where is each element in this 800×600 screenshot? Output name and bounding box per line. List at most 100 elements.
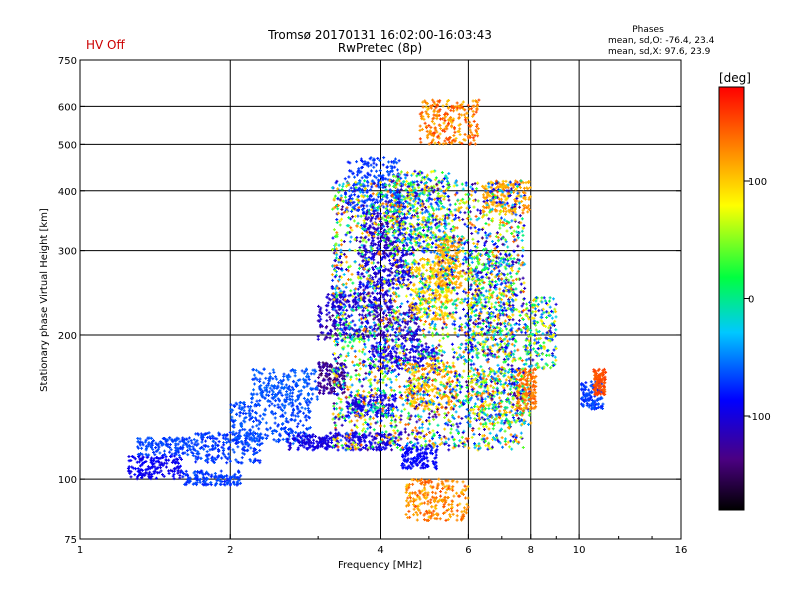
scatter-point bbox=[271, 368, 275, 372]
scatter-point bbox=[157, 457, 161, 461]
scatter-point bbox=[174, 442, 178, 446]
scatter-point bbox=[164, 440, 168, 444]
scatter-point bbox=[246, 405, 250, 409]
scatter-point bbox=[257, 419, 261, 423]
scatter-point bbox=[178, 474, 182, 478]
scatter-point bbox=[266, 399, 270, 403]
scatter-point bbox=[255, 418, 259, 422]
scatter-point bbox=[222, 475, 226, 479]
scatter-point bbox=[154, 476, 158, 480]
scatter-point bbox=[273, 429, 277, 433]
scatter-point bbox=[326, 382, 330, 386]
scatter-point bbox=[302, 396, 306, 400]
scatter-point bbox=[276, 403, 280, 407]
scatter-point bbox=[257, 443, 261, 447]
scatter-point bbox=[357, 167, 361, 171]
scatter-point bbox=[237, 460, 241, 464]
scatter-point bbox=[413, 169, 417, 173]
scatter-point bbox=[252, 438, 256, 442]
scatter-point bbox=[245, 449, 249, 453]
scatter-point bbox=[254, 432, 258, 436]
scatter-point bbox=[154, 460, 158, 464]
scatter-point bbox=[259, 391, 263, 395]
scatter-point bbox=[447, 403, 451, 407]
scatter-point bbox=[405, 401, 409, 405]
scatter-point bbox=[152, 450, 156, 454]
scatter-point bbox=[410, 372, 414, 376]
scatter-point bbox=[193, 470, 197, 474]
scatter-point bbox=[244, 415, 248, 419]
scatter-point bbox=[497, 405, 501, 409]
phases-heading: Phases bbox=[632, 25, 664, 35]
scatter-point bbox=[430, 245, 434, 249]
scatter-point bbox=[249, 431, 253, 435]
scatter-point bbox=[160, 455, 164, 459]
scatter-point bbox=[250, 432, 254, 436]
scatter-point bbox=[184, 469, 188, 473]
scatter-point bbox=[355, 173, 359, 177]
scatter-point bbox=[412, 374, 416, 378]
scatter-point bbox=[470, 374, 474, 378]
scatter-point bbox=[261, 436, 265, 440]
scatter-point bbox=[255, 450, 259, 454]
scatter-point bbox=[398, 305, 402, 309]
scatter-point bbox=[273, 404, 277, 408]
scatter-point bbox=[225, 434, 229, 438]
scatter-point bbox=[291, 429, 295, 433]
scatter-point bbox=[440, 171, 444, 175]
scatter-point bbox=[447, 222, 451, 226]
scatter-point bbox=[238, 414, 242, 418]
scatter-point bbox=[154, 446, 158, 450]
scatter-point bbox=[271, 431, 275, 435]
scatter-point bbox=[291, 387, 295, 391]
scatter-point bbox=[234, 436, 238, 440]
scatter-point bbox=[198, 471, 202, 475]
scatter-point bbox=[241, 447, 245, 451]
scatter-point bbox=[152, 457, 156, 461]
scatter-point bbox=[316, 337, 320, 341]
scatter-point bbox=[144, 459, 148, 463]
scatter-point bbox=[307, 377, 311, 381]
scatter-point bbox=[145, 453, 149, 457]
scatter-point bbox=[258, 414, 262, 418]
scatter-point bbox=[349, 203, 353, 207]
scatter-point bbox=[187, 481, 191, 485]
scatter-point bbox=[296, 411, 300, 415]
scatter-point bbox=[211, 447, 215, 451]
scatter-point bbox=[511, 313, 515, 317]
scatter-point bbox=[186, 453, 190, 457]
scatter-point bbox=[328, 431, 332, 435]
scatter-point bbox=[214, 481, 218, 485]
scatter-point bbox=[253, 402, 257, 406]
scatter-point bbox=[185, 449, 189, 453]
scatter-point bbox=[173, 451, 177, 455]
scatter-point bbox=[252, 419, 256, 423]
scatter-point bbox=[241, 442, 245, 446]
scatter-point bbox=[229, 476, 233, 480]
scatter-point bbox=[293, 419, 297, 423]
scatter-point bbox=[296, 414, 300, 418]
scatter-point bbox=[412, 297, 416, 301]
scatter-point bbox=[205, 470, 209, 474]
scatter-point bbox=[228, 455, 232, 459]
scatter-point bbox=[467, 401, 471, 405]
scatter-point bbox=[420, 403, 424, 407]
scatter-point bbox=[353, 193, 357, 197]
scatter-point bbox=[129, 475, 133, 479]
scatter-point bbox=[136, 445, 140, 449]
scatter-point bbox=[178, 440, 182, 444]
scatter-point bbox=[249, 446, 253, 450]
scatter-point bbox=[507, 204, 511, 208]
scatter-point bbox=[273, 421, 277, 425]
scatter-point bbox=[456, 259, 460, 263]
scatter-point bbox=[218, 432, 222, 436]
scatter-point bbox=[325, 313, 329, 317]
scatter-point bbox=[162, 474, 166, 478]
scatter-point bbox=[251, 434, 255, 438]
scatter-point bbox=[184, 473, 188, 477]
scatter-point bbox=[182, 472, 186, 476]
scatter-point bbox=[258, 380, 262, 384]
scatter-point bbox=[128, 471, 132, 475]
scatter-point bbox=[291, 403, 295, 407]
scatter-point bbox=[154, 449, 158, 453]
